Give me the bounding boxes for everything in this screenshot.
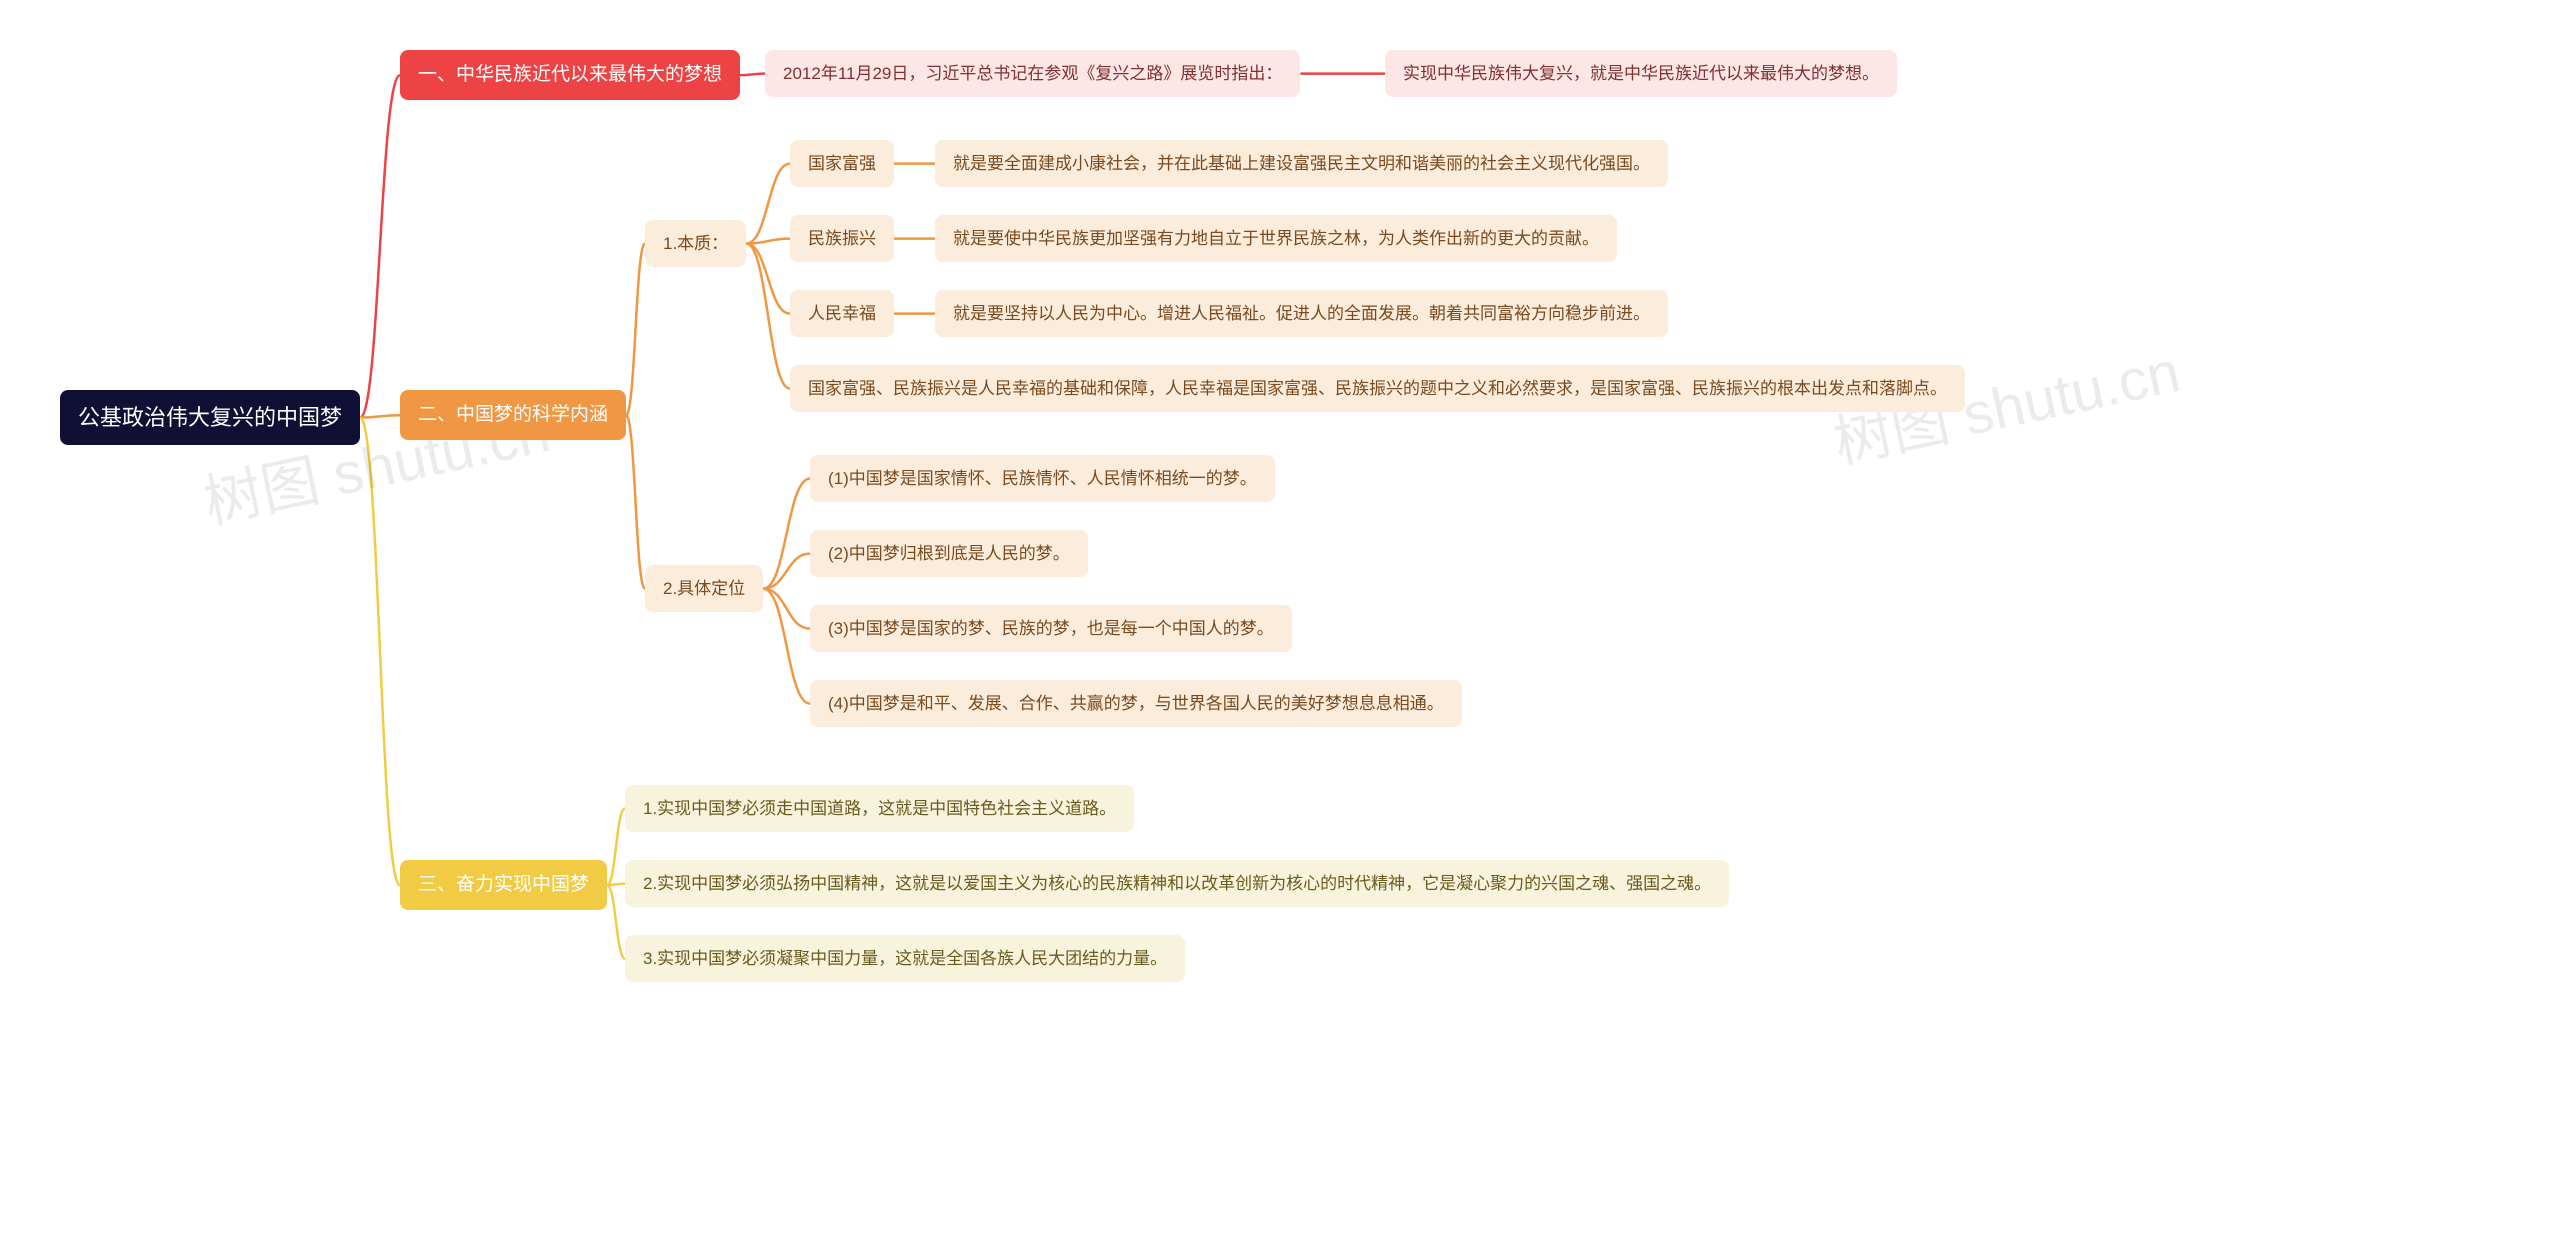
connector xyxy=(360,75,400,417)
leaf-node: 实现中华民族伟大复兴，就是中华民族近代以来最伟大的梦想。 xyxy=(1385,50,1897,97)
leaf-node: 就是要坚持以人民为中心。增进人民福祉。促进人的全面发展。朝着共同富裕方向稳步前进… xyxy=(935,290,1668,337)
leaf-node: 2.具体定位 xyxy=(645,565,763,612)
leaf-node: (2)中国梦归根到底是人民的梦。 xyxy=(810,530,1088,577)
leaf-node: 民族振兴 xyxy=(790,215,894,262)
connector xyxy=(746,244,790,389)
connector xyxy=(626,244,645,416)
leaf-node: 1.实现中国梦必须走中国道路，这就是中国特色社会主义道路。 xyxy=(625,785,1134,832)
leaf-node: (1)中国梦是国家情怀、民族情怀、人民情怀相统一的梦。 xyxy=(810,455,1275,502)
leaf-node: 1.本质： xyxy=(645,220,746,267)
connector xyxy=(607,884,625,886)
branch-node: 二、中国梦的科学内涵 xyxy=(400,390,626,440)
connector xyxy=(360,418,400,886)
connector xyxy=(763,589,810,704)
connector xyxy=(763,554,810,589)
connector xyxy=(607,885,625,958)
connector xyxy=(360,415,400,417)
connector xyxy=(746,244,790,314)
connector xyxy=(607,809,625,886)
leaf-node: 国家富强、民族振兴是人民幸福的基础和保障，人民幸福是国家富强、民族振兴的题中之义… xyxy=(790,365,1965,412)
leaf-node: 人民幸福 xyxy=(790,290,894,337)
leaf-node: 就是要全面建成小康社会，并在此基础上建设富强民主文明和谐美丽的社会主义现代化强国… xyxy=(935,140,1668,187)
leaf-node: 3.实现中国梦必须凝聚中国力量，这就是全国各族人民大团结的力量。 xyxy=(625,935,1185,982)
connector xyxy=(763,589,810,629)
connector xyxy=(740,74,765,76)
leaf-node: 2012年11月29日，习近平总书记在参观《复兴之路》展览时指出： xyxy=(765,50,1300,97)
leaf-node: (3)中国梦是国家的梦、民族的梦，也是每一个中国人的梦。 xyxy=(810,605,1292,652)
leaf-node: 2.实现中国梦必须弘扬中国精神，这就是以爱国主义为核心的民族精神和以改革创新为核… xyxy=(625,860,1729,907)
leaf-node: 国家富强 xyxy=(790,140,894,187)
connector xyxy=(746,239,790,244)
connector xyxy=(746,164,790,244)
root-node: 公基政治伟大复兴的中国梦 xyxy=(60,390,360,445)
branch-node: 一、中华民族近代以来最伟大的梦想 xyxy=(400,50,740,100)
leaf-node: (4)中国梦是和平、发展、合作、共赢的梦，与世界各国人民的美好梦想息息相通。 xyxy=(810,680,1462,727)
connector xyxy=(626,415,645,588)
connector xyxy=(763,479,810,589)
mindmap-canvas: 树图 shutu.cn树图 shutu.cn公基政治伟大复兴的中国梦一、中华民族… xyxy=(0,0,2560,1243)
branch-node: 三、奋力实现中国梦 xyxy=(400,860,607,910)
leaf-node: 就是要使中华民族更加坚强有力地自立于世界民族之林，为人类作出新的更大的贡献。 xyxy=(935,215,1617,262)
